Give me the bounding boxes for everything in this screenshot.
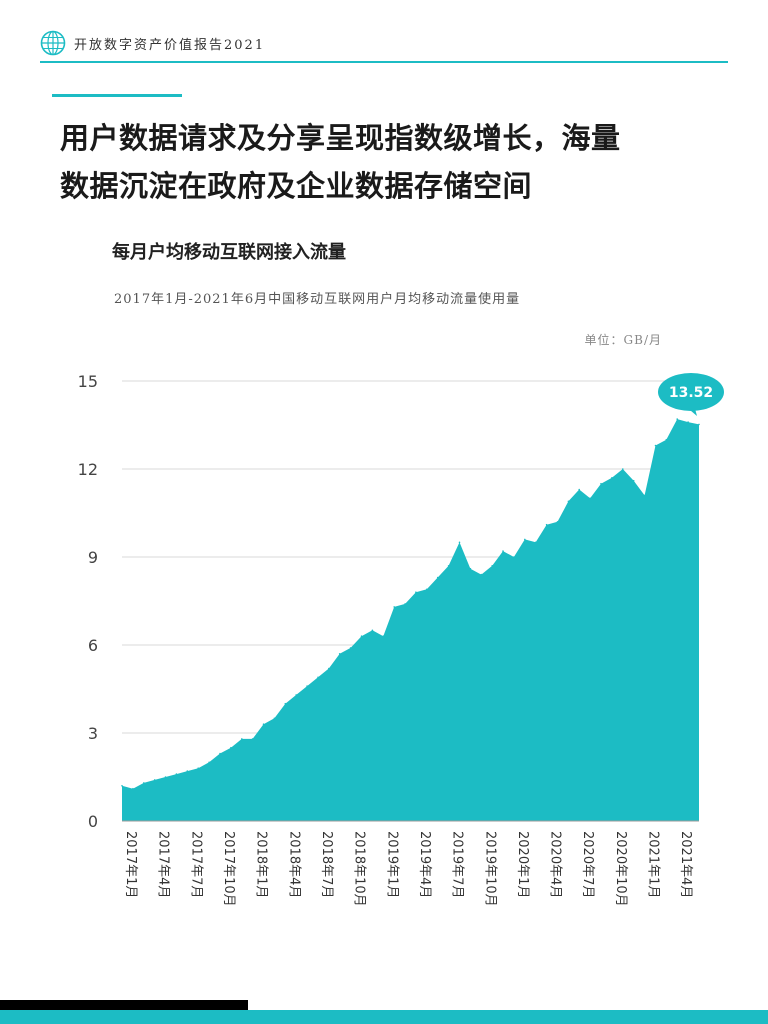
data-point: [241, 738, 243, 740]
annotation-label: 13.52: [669, 385, 713, 401]
x-tick-label: 2020年1月: [515, 831, 530, 898]
data-point: [306, 685, 308, 687]
data-point: [153, 779, 156, 781]
data-point: [491, 565, 494, 567]
x-tick-label: 2021年1月: [646, 831, 661, 898]
chart-subtitle: 2017年1月-2021年6月中国移动互联网用户月均移动流量使用量: [114, 292, 521, 307]
data-point: [469, 567, 472, 570]
x-tick-label: 2019年7月: [450, 831, 465, 898]
data-point: [676, 418, 678, 420]
data-point: [632, 479, 635, 482]
x-tick-label: 2019年1月: [384, 831, 399, 898]
data-point: [578, 488, 580, 491]
data-point: [360, 635, 363, 637]
x-tick-label: 2019年4月: [417, 831, 432, 898]
data-point: [447, 565, 450, 567]
data-point: [502, 550, 504, 552]
x-tick-label: 2020年7月: [580, 831, 595, 898]
y-tick-label: 15: [78, 372, 98, 391]
data-point: [382, 635, 385, 637]
x-tick-label: 2017年10月: [221, 831, 236, 907]
x-tick-label: 2018年10月: [352, 831, 367, 907]
data-point: [524, 538, 526, 541]
x-tick-label: 2018年4月: [286, 831, 301, 898]
data-point: [415, 591, 417, 593]
data-point: [328, 667, 330, 670]
data-point: [545, 523, 548, 526]
data-point: [219, 752, 221, 755]
data-point: [175, 773, 178, 775]
data-point: [284, 702, 287, 705]
data-point: [186, 770, 189, 772]
data-point: [426, 588, 428, 591]
data-point: [436, 576, 439, 579]
data-point: [393, 606, 396, 608]
data-point: [665, 438, 668, 441]
chart-unit-label: 单位：GB/月: [584, 333, 662, 347]
series-area: [122, 419, 699, 821]
y-tick-label: 6: [88, 636, 98, 655]
data-point: [404, 603, 406, 605]
headline-line-2: 数据沉淀在政府及企业数据存储空间: [60, 169, 533, 203]
x-tick-label: 2021年4月: [678, 831, 693, 898]
data-point: [132, 787, 134, 790]
report-header: 开放数字资产价值报告2021: [40, 28, 730, 64]
x-tick-label: 2020年10月: [613, 831, 628, 907]
globe-logo-icon: [40, 30, 66, 56]
data-point: [338, 653, 341, 655]
y-tick-label: 12: [78, 460, 98, 479]
chart-title: 每月户均移动互联网接入流量: [112, 242, 346, 263]
data-point: [371, 629, 374, 632]
data-point: [143, 782, 145, 784]
header-divider: [40, 61, 728, 63]
y-tick-label: 3: [88, 724, 98, 743]
data-point: [273, 717, 276, 720]
y-tick-label: 0: [88, 812, 98, 831]
data-point: [230, 746, 232, 749]
data-point: [622, 468, 624, 470]
data-point: [121, 785, 123, 787]
data-point: [643, 494, 646, 497]
x-tick-label: 2020年4月: [548, 831, 563, 898]
data-point: [295, 694, 298, 696]
data-point: [556, 521, 559, 523]
data-point: [687, 421, 689, 423]
data-point: [349, 647, 352, 649]
data-point: [262, 723, 265, 725]
footer-black-bar: [0, 1000, 248, 1010]
headline-accent-bar: [52, 94, 182, 97]
x-tick-label: 2017年4月: [156, 831, 171, 898]
data-point: [611, 477, 613, 479]
footer-teal-bar: [0, 1010, 768, 1024]
data-point: [458, 541, 461, 544]
x-tick-label: 2018年1月: [254, 831, 269, 898]
data-point: [251, 738, 254, 740]
x-tick-label: 2017年1月: [123, 831, 138, 898]
x-tick-label: 2019年10月: [482, 831, 497, 907]
x-tick-label: 2017年7月: [188, 831, 203, 898]
annotation-bubble: [658, 373, 724, 411]
data-point: [513, 556, 515, 558]
report-title: 开放数字资产价值报告2021: [74, 38, 266, 53]
headline-line-1: 用户数据请求及分享呈现指数级增长，海量: [60, 121, 621, 155]
data-point: [164, 776, 167, 778]
data-point: [480, 573, 483, 576]
data-point: [197, 767, 199, 769]
data-point: [600, 482, 602, 485]
x-tick-label: 2018年7月: [319, 831, 334, 898]
data-point: [317, 676, 319, 679]
y-tick-label: 9: [88, 548, 98, 567]
data-point: [567, 500, 570, 503]
data-point: [654, 444, 657, 447]
page-headline: 用户数据请求及分享呈现指数级增长，海量 数据沉淀在政府及企业数据存储空间: [60, 114, 720, 210]
data-point: [698, 423, 700, 426]
data-point: [208, 761, 210, 764]
data-point: [534, 541, 537, 544]
data-point: [589, 497, 591, 500]
